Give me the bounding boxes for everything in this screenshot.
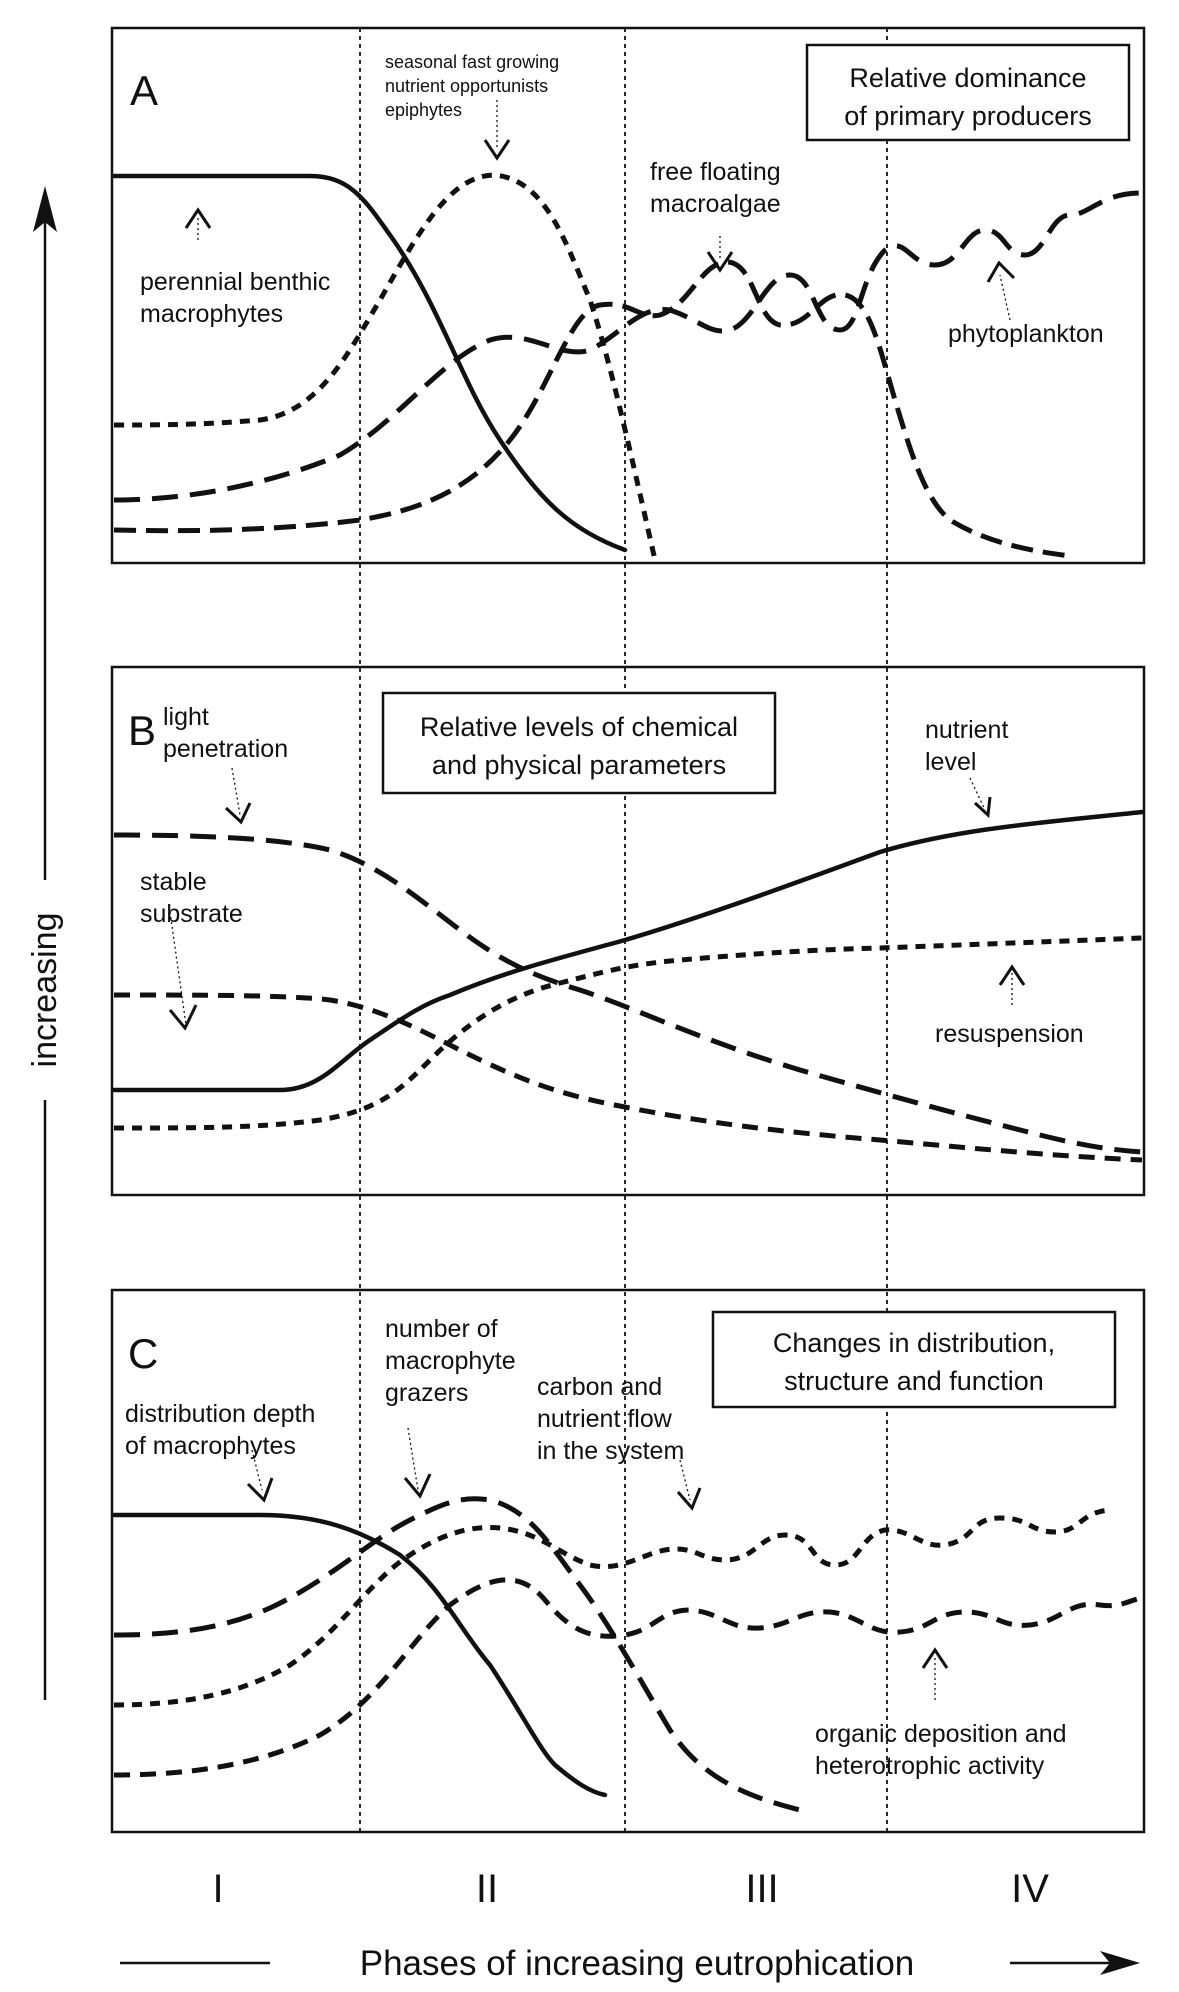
label-depth-1: distribution depth [125,1400,315,1428]
curve-nutrient-level [111,809,1145,1093]
panel-c-title-line1: Changes in distribution, [773,1328,1055,1358]
curve-perennial-benthic-macrophytes [111,173,628,553]
panel-c-letter: C [128,1330,158,1377]
label-carbon-1: carbon and [537,1373,662,1401]
label-nutrient-2: level [925,748,976,776]
label-seasonal-2: nutrient opportunists [385,76,548,96]
label-perennial-1: perennial benthic [140,268,330,296]
y-axis-arrow-icon [33,186,57,232]
curve-macrophyte-grazers [113,1496,801,1813]
phase-dividers [359,28,888,1835]
curve-carbon-nutrient-flow [113,1507,1111,1708]
phase-label-3: III [745,1867,778,1911]
panel-b-title-line2: and physical parameters [432,750,726,780]
panel-c-title-box [711,1310,1117,1409]
label-phytoplankton: phytoplankton [948,320,1104,348]
pointer-light-icon [224,767,252,825]
label-floating-1: free floating [650,158,781,186]
pointer-grazers-icon [403,1427,432,1499]
curve-seasonal-opportunists [113,172,658,561]
x-axis-label: Phases of increasing eutrophication [360,1944,915,1983]
y-axis: increasing [26,186,64,1700]
panel-b-letter: B [128,707,156,754]
x-axis: Phases of increasing eutrophication [120,1944,1140,1983]
panel-a-letter: A [130,67,158,114]
label-organic-2: heterotrophic activity [815,1752,1045,1780]
curve-stable-substrate [113,992,1143,1163]
panel-b-frame [110,665,1146,1197]
label-light-1: light [163,703,209,731]
label-organic-1: organic deposition and [815,1720,1067,1748]
phase-label-4: IV [1011,1867,1049,1911]
pointer-nutrient-icon [969,777,992,819]
pointer-floating-icon [706,236,734,273]
curve-light-penetration [113,832,1143,1155]
panel-c-title-line2: structure and function [784,1366,1044,1396]
pointer-perennial-icon [184,207,212,240]
label-stable-2: substrate [140,900,243,928]
label-stable-1: stable [140,868,207,896]
y-axis-label: increasing [26,913,64,1068]
pointer-resuspension-icon [998,964,1026,1005]
curve-phytoplankton [113,259,1071,559]
pointer-seasonal-icon [483,100,511,161]
label-light-2: penetration [163,735,288,763]
panel-b-title-box [381,691,777,795]
label-carbon-2: nutrient flow [537,1405,673,1433]
label-floating-2: macroalgae [650,190,781,218]
label-nutrient-1: nutrient [925,716,1008,744]
label-perennial-2: macrophytes [140,300,283,328]
panel-c-frame [110,1288,1146,1834]
phase-labels: I II III IV [212,1867,1049,1911]
label-seasonal-1: seasonal fast growing [385,52,559,72]
panel-c: C Changes in distribution, structure and… [110,1288,1146,1834]
pointer-stable-icon [168,911,198,1031]
label-grazers-3: grazers [385,1379,468,1407]
label-grazers-1: number of [385,1315,498,1343]
pointer-phytoplankton-icon [986,260,1016,321]
curve-distribution-depth [111,1512,608,1798]
pointer-organic-icon [921,1647,949,1700]
phase-label-2: II [476,1867,498,1911]
panel-a-title-line1: Relative dominance [849,63,1086,93]
panel-b-title-line1: Relative levels of chemical [420,712,738,742]
label-resuspension: resuspension [935,1020,1084,1048]
curve-resuspension [113,935,1143,1131]
panel-b: B Relative levels of chemical and physic… [110,665,1146,1197]
panel-a-title-box [805,43,1131,142]
label-carbon-3: in the system [537,1437,684,1465]
phase-label-1: I [212,1867,223,1911]
panel-a-frame [110,26,1146,565]
curve-free-floating-macroalgae [113,190,1143,503]
pointer-depth-icon [246,1449,274,1503]
pointer-carbon-icon [676,1459,702,1511]
label-grazers-2: macrophyte [385,1347,516,1375]
panel-a-title-line2: of primary producers [844,101,1092,131]
label-depth-2: of macrophytes [125,1432,296,1460]
panel-a: A Relative dominance of primary producer… [110,26,1146,565]
x-axis-arrow-icon [1100,1951,1140,1975]
label-seasonal-3: epiphytes [385,100,462,120]
